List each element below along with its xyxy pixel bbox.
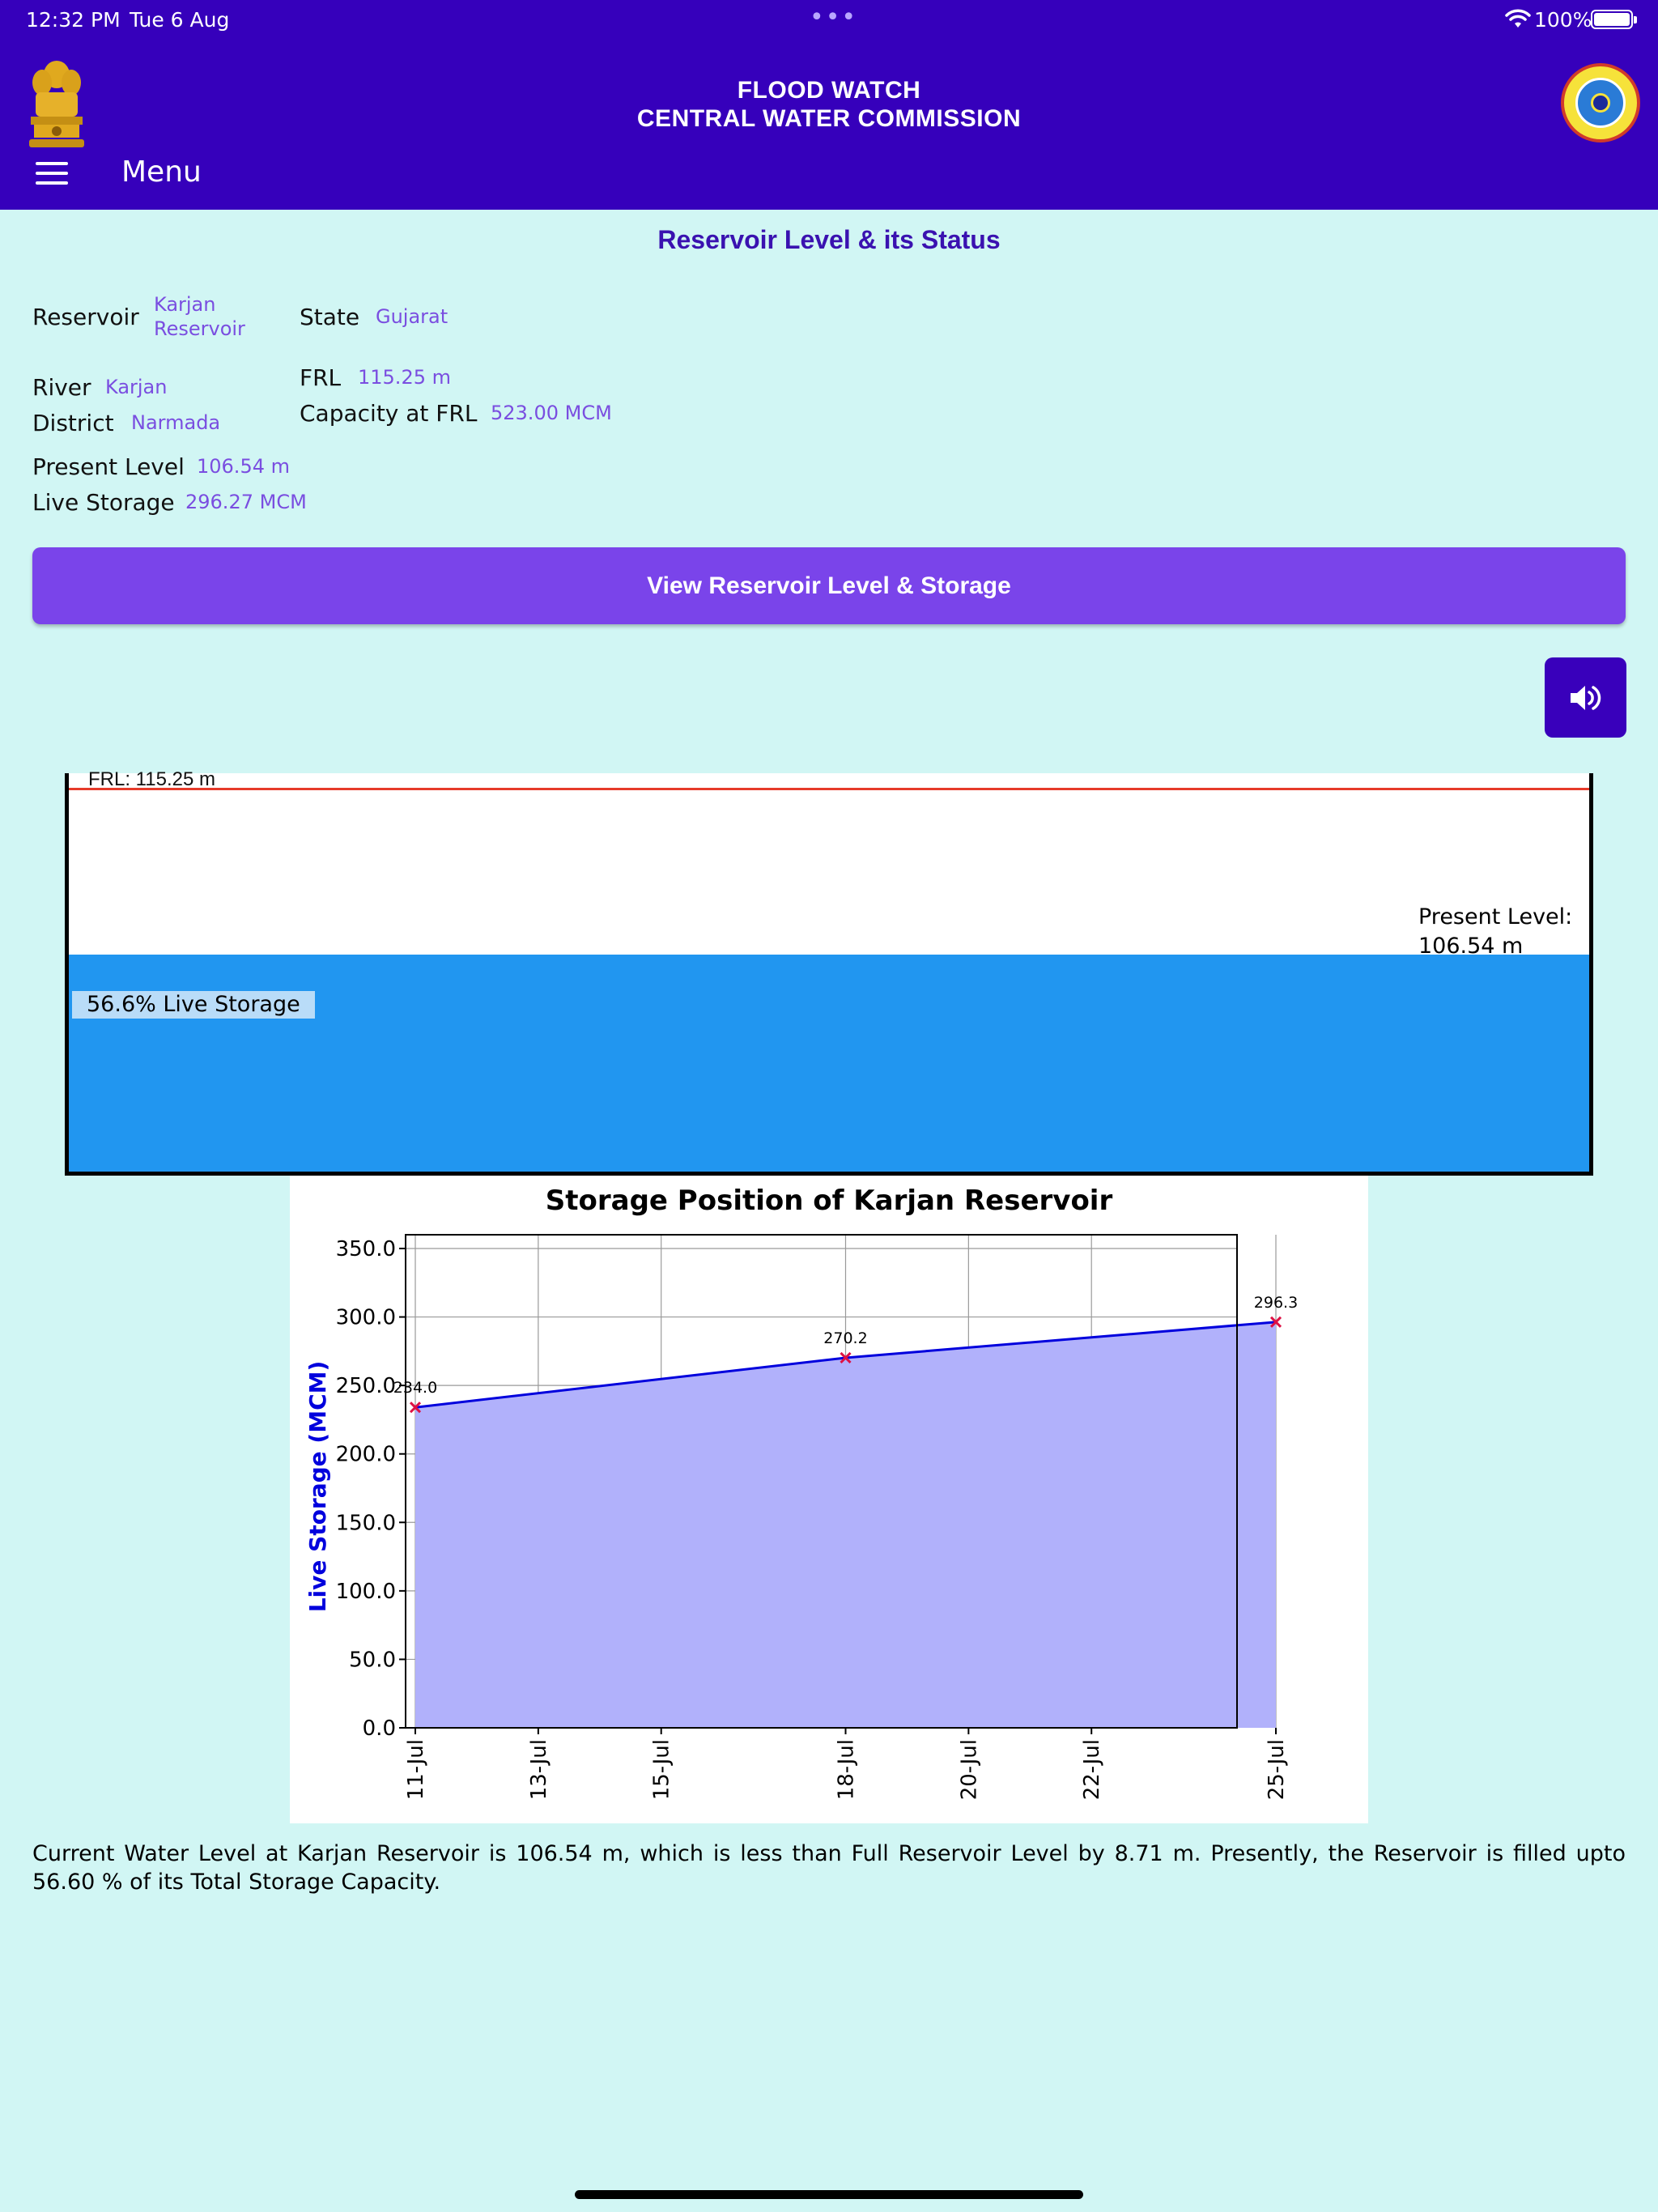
state-value: Gujarat <box>376 305 449 328</box>
frl-value: 115.25 m <box>358 366 451 389</box>
chart-plot-frame <box>405 1234 1238 1729</box>
chart-xtick-label: 20-Jul <box>957 1739 981 1800</box>
app-title-line1: FLOOD WATCH <box>737 77 921 104</box>
present-level-marker: Present Level: 106.54 m <box>1418 903 1572 961</box>
chart-xtick-label: 25-Jul <box>1265 1739 1289 1800</box>
chart-data-point <box>1269 1316 1282 1328</box>
page-title: Reservoir Level & its Status <box>657 225 1001 254</box>
capacity-value: 523.00 MCM <box>491 402 612 424</box>
chart-data-label: 296.3 <box>1254 1294 1298 1312</box>
chart-xtick-label: 13-Jul <box>527 1739 551 1800</box>
cwc-logo-icon <box>1561 63 1640 143</box>
frl-line <box>69 788 1589 790</box>
chart-title: Storage Position of Karjan Reservoir <box>546 1185 1113 1217</box>
chart-ytick-label: 350.0 <box>336 1237 396 1261</box>
home-indicator[interactable] <box>575 2190 1083 2199</box>
chart-ytick-label: 150.0 <box>336 1511 396 1535</box>
battery-icon <box>1591 10 1637 29</box>
water-fill: 56.6% Live Storage <box>69 955 1589 1172</box>
status-time: 12:32 PM <box>26 8 121 32</box>
district-label: District <box>32 410 114 436</box>
present-level-label: Present Level <box>32 453 185 480</box>
app-title-line2: CENTRAL WATER COMMISSION <box>636 105 1022 132</box>
status-summary-text: Current Water Level at Karjan Reservoir … <box>32 1841 1626 1895</box>
state-label: State <box>300 304 360 330</box>
chart-data-point <box>409 1402 422 1414</box>
app-header: 12:32 PM Tue 6 Aug ••• 100% FLOOD WATCH … <box>0 0 1658 210</box>
live-storage-label: Live Storage <box>32 489 175 516</box>
chart-xtick-label: 22-Jul <box>1080 1739 1104 1800</box>
wifi-icon <box>1505 9 1531 28</box>
battery-percent: 100% <box>1534 8 1592 32</box>
chart-data-label: 234.0 <box>393 1379 437 1397</box>
present-level-marker-line2: 106.54 m <box>1418 934 1524 959</box>
chart-data-point <box>840 1351 852 1364</box>
status-date: Tue 6 Aug <box>130 8 230 32</box>
status-bar: 12:32 PM Tue 6 Aug ••• 100% <box>0 0 1658 39</box>
speaker-icon <box>1571 686 1601 710</box>
live-storage-value: 296.27 MCM <box>185 491 307 513</box>
speaker-button[interactable] <box>1545 657 1626 738</box>
reservoir-level-graphic: FRL: 115.25 m Present Level: 106.54 m 56… <box>65 768 1593 1176</box>
chart-area-fill <box>415 1321 1276 1728</box>
view-reservoir-level-button[interactable]: View Reservoir Level & Storage <box>32 547 1626 624</box>
river-value: Karjan <box>105 376 168 398</box>
chart-xtick-label: 15-Jul <box>650 1739 674 1800</box>
chart-data-label: 270.2 <box>823 1329 867 1347</box>
menu-button[interactable]: Menu <box>121 155 202 189</box>
district-value: Narmada <box>131 411 221 434</box>
chart-xtick-label: 18-Jul <box>835 1739 859 1800</box>
storage-chart-svg: Storage Position of Karjan Reservoir Liv… <box>304 1185 1298 1800</box>
present-level-marker-line1: Present Level: <box>1418 904 1573 929</box>
frl-label: FRL <box>300 364 342 391</box>
chart-ytick-label: 300.0 <box>336 1306 396 1330</box>
chart-ytick-label: 100.0 <box>336 1580 396 1604</box>
multitask-dots-icon[interactable]: ••• <box>810 3 858 32</box>
chart-ytick-label: 0.0 <box>363 1716 396 1741</box>
national-emblem-icon <box>29 61 84 147</box>
chart-ylabel: Live Storage (MCM) <box>304 1361 331 1613</box>
reservoir-value-line1: Karjan <box>154 293 216 316</box>
capacity-label: Capacity at FRL <box>300 400 478 427</box>
hamburger-menu-icon[interactable] <box>36 162 68 185</box>
chart-ytick-label: 200.0 <box>336 1443 396 1467</box>
reservoir-value-line2: Reservoir <box>154 317 245 340</box>
river-label: River <box>32 374 91 401</box>
reservoir-label: Reservoir <box>32 304 139 330</box>
chart-xtick-label: 11-Jul <box>404 1739 428 1800</box>
chart-ytick-label: 50.0 <box>349 1648 396 1672</box>
live-storage-badge: 56.6% Live Storage <box>72 991 315 1019</box>
frl-marker-label: FRL: 115.25 m <box>88 768 215 790</box>
storage-chart: Storage Position of Karjan Reservoir Liv… <box>290 1176 1368 1823</box>
chart-ytick-label: 250.0 <box>336 1374 396 1398</box>
present-level-value: 106.54 m <box>197 455 290 478</box>
